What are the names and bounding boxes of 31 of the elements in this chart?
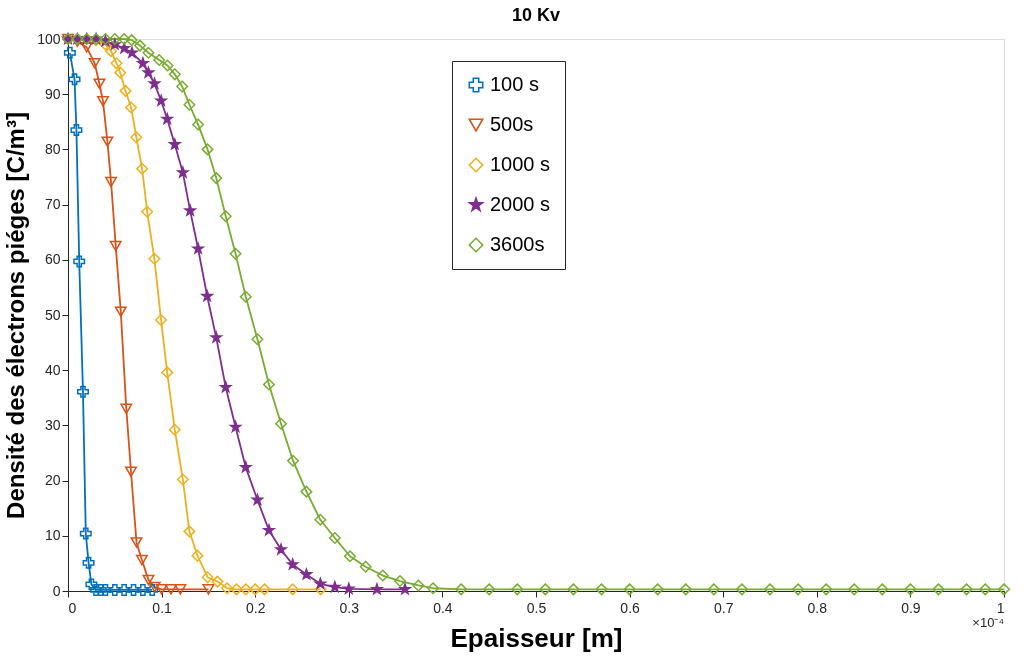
x-tick-label: 0.1 [152,599,173,616]
x-axis-title: Epaisseur [m] [450,622,623,653]
y-tick-label: 0 [52,582,61,599]
y-tick-label: 60 [44,251,61,268]
x-tick-label: 0.6 [620,599,641,616]
legend-label: 1000 s [490,153,551,175]
y-tick-label: 20 [44,472,61,489]
legend-label: 3600s [490,233,545,255]
y-tick-label: 10 [44,527,61,544]
x-tick-label: 1 [996,599,1005,616]
y-tick-label: 50 [44,306,61,323]
y-axis-title: Densité des électrons piéges [C/m³] [2,112,30,519]
y-tick-label: 100 [37,30,61,47]
chart-title: 10 Kv [511,4,561,25]
x-tick-label: 0.3 [339,599,360,616]
y-tick-label: 30 [44,416,61,433]
legend-label: 500s [490,113,534,135]
y-tick-label: 40 [44,361,61,378]
x-tick-label: 0.9 [901,599,921,616]
x-tick-label: 0.5 [526,599,547,616]
x-tick-label: 0.2 [245,599,266,616]
x-tick-label: 0.7 [713,599,734,616]
x-tick-label: 0.8 [807,599,828,616]
y-tick-label: 70 [44,196,61,213]
text: ×10⁻⁴ [972,615,1004,630]
x-tick-label: 0.4 [433,599,453,616]
x-tick-label: 0 [68,599,77,616]
y-tick-label: 90 [44,85,61,102]
y-tick-label: 80 [44,140,61,157]
legend-label: 100 s [490,73,539,95]
legend-label: 2000 s [490,193,551,215]
